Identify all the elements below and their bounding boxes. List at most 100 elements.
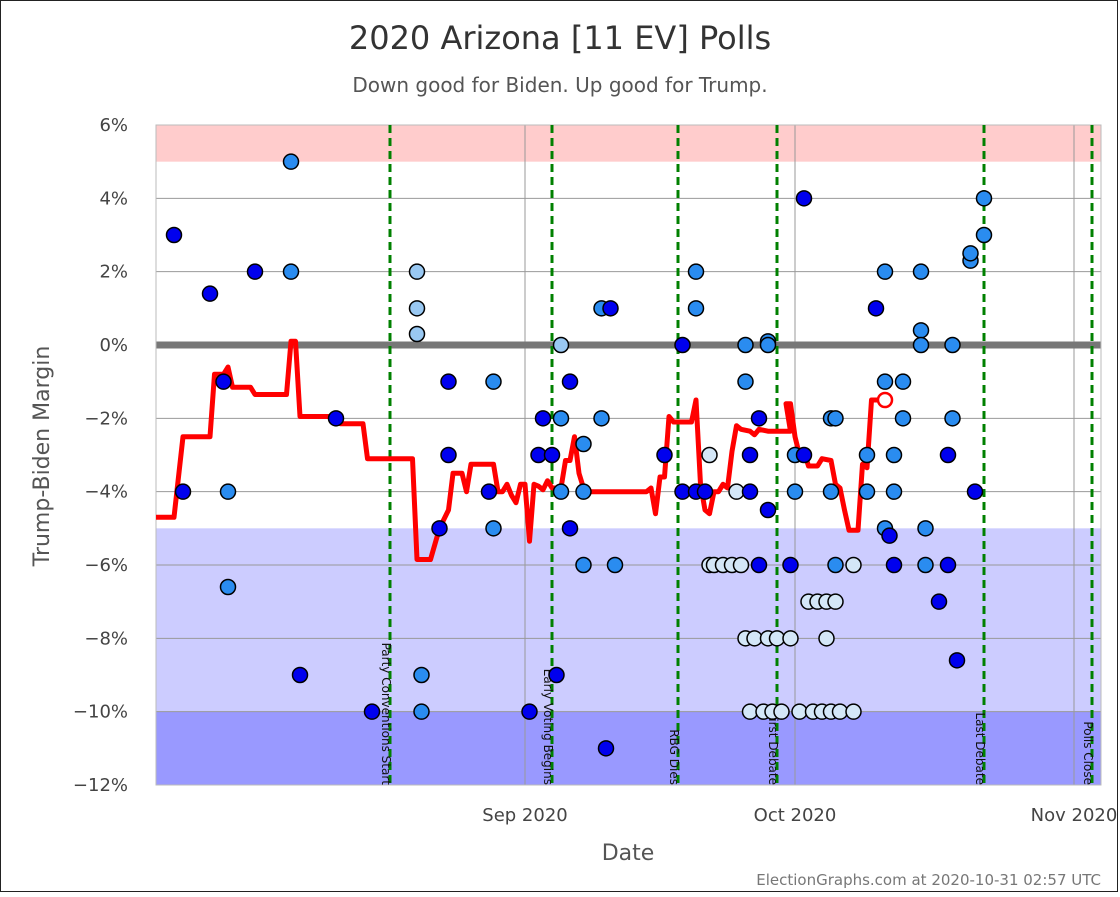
- poll-point-87: [822, 483, 840, 500]
- poll-point-32: [561, 520, 579, 537]
- poll-point-16: [413, 703, 430, 720]
- margin-bands: [156, 125, 1101, 785]
- x-axis: Sep 2020 Oct 2020 Nov 2020: [482, 805, 1117, 826]
- poll-point-21: [480, 483, 498, 500]
- poll-point-18: [440, 373, 457, 390]
- poll-point-118: [962, 245, 979, 262]
- poll-point-29: [552, 410, 570, 427]
- poll-point-100: [881, 527, 898, 544]
- y-tick-label-1: 4%: [99, 188, 128, 209]
- poll-point-15: [413, 666, 430, 684]
- poll-point-56: [737, 336, 754, 354]
- poll-point-55: [737, 373, 754, 390]
- poll-point-95: [858, 483, 876, 500]
- poll-point-59: [741, 446, 759, 464]
- margin-band-1: [156, 528, 1101, 712]
- poll-point-75: [786, 483, 804, 500]
- poll-point-93: [845, 703, 862, 720]
- poll-point-113: [939, 556, 957, 574]
- event-label-2: RBG Dies: [667, 729, 681, 785]
- poll-point-97: [876, 263, 894, 280]
- poll-point-103: [885, 556, 903, 574]
- y-tick-label-9: −12%: [73, 775, 128, 796]
- poll-point-78: [795, 190, 813, 207]
- poll-point-9: [291, 666, 309, 684]
- poll-point-62: [750, 410, 768, 427]
- poll-point-41: [656, 446, 673, 464]
- poll-point-88: [827, 410, 844, 427]
- event-label-1: Early Voting Begins: [541, 669, 555, 785]
- y-tick-label-7: −8%: [84, 628, 128, 649]
- poll-point-6: [246, 263, 264, 280]
- poll-points: [165, 153, 993, 757]
- y-tick-label-3: 0%: [99, 335, 128, 356]
- poll-point-105: [894, 410, 912, 427]
- average-line: [156, 338, 881, 562]
- y-tick-label-2: 2%: [99, 262, 128, 283]
- poll-point-8: [282, 263, 300, 280]
- poll-point-26: [543, 446, 561, 464]
- poll-point-63: [750, 556, 768, 574]
- poll-point-54: [732, 556, 750, 574]
- poll-point-47: [696, 483, 714, 500]
- plot-border: [155, 124, 1102, 786]
- poll-point-33: [575, 435, 592, 453]
- poll-point-102: [885, 483, 903, 500]
- x-tick-label-1: Oct 2020: [754, 805, 837, 826]
- poll-point-13: [408, 300, 426, 317]
- poll-point-84: [818, 630, 835, 647]
- poll-point-39: [606, 556, 624, 574]
- y-tick-label-5: −4%: [84, 482, 128, 503]
- poll-point-1: [174, 483, 192, 500]
- poll-point-109: [917, 520, 934, 537]
- poll-point-25: [534, 410, 552, 427]
- poll-point-0: [165, 226, 183, 244]
- poll-point-68: [759, 501, 777, 519]
- poll-point-44: [687, 263, 705, 280]
- poll-point-22: [485, 520, 502, 537]
- poll-point-108: [912, 336, 930, 354]
- poll-point-27: [548, 666, 565, 684]
- poll-point-14: [408, 325, 426, 343]
- poll-point-17: [431, 520, 448, 537]
- poll-point-104: [894, 373, 912, 390]
- y-tick-label-4: −2%: [84, 408, 128, 429]
- poll-point-71: [773, 703, 790, 720]
- poll-point-40: [597, 740, 615, 757]
- margin-band-2: [156, 711, 1101, 785]
- poll-point-107: [912, 322, 930, 339]
- poll-point-5: [219, 578, 237, 596]
- poll-point-3: [215, 373, 232, 390]
- poll-point-110: [917, 556, 934, 574]
- poll-point-77: [795, 446, 813, 464]
- poll-point-34: [575, 483, 592, 500]
- poll-point-4: [219, 483, 237, 500]
- poll-point-28: [552, 336, 570, 354]
- poll-point-12: [408, 263, 426, 280]
- poll-point-37: [593, 410, 610, 427]
- poll-point-106: [912, 263, 930, 280]
- y-axis: 6% 4% 2% 0% −2% −4% −6% −8% −10% −12%: [73, 115, 128, 796]
- poll-point-72: [782, 630, 799, 647]
- poll-point-119: [966, 483, 984, 500]
- poll-point-112: [939, 446, 957, 464]
- poll-point-10: [327, 410, 345, 427]
- poll-point-92: [845, 556, 862, 574]
- chart-title: 2020 Arizona [11 EV] Polls: [349, 19, 771, 57]
- average-endpoint: [876, 391, 894, 409]
- poll-point-31: [561, 373, 579, 390]
- poll-point-89: [827, 556, 844, 574]
- poll-point-116: [948, 652, 966, 669]
- event-label-3: First Debate: [766, 712, 780, 785]
- chart-subtitle: Down good for Biden. Up good for Trump.: [352, 73, 767, 97]
- poll-point-48: [701, 446, 718, 464]
- poll-point-38: [602, 300, 619, 317]
- poll-point-42: [674, 336, 691, 354]
- poll-point-45: [687, 300, 705, 317]
- x-axis-title: Date: [602, 841, 655, 866]
- event-label-0: Party Conventions Start: [379, 643, 393, 786]
- poll-point-94: [858, 446, 876, 464]
- x-tick-label-0: Sep 2020: [482, 805, 567, 826]
- poll-point-73: [782, 556, 799, 574]
